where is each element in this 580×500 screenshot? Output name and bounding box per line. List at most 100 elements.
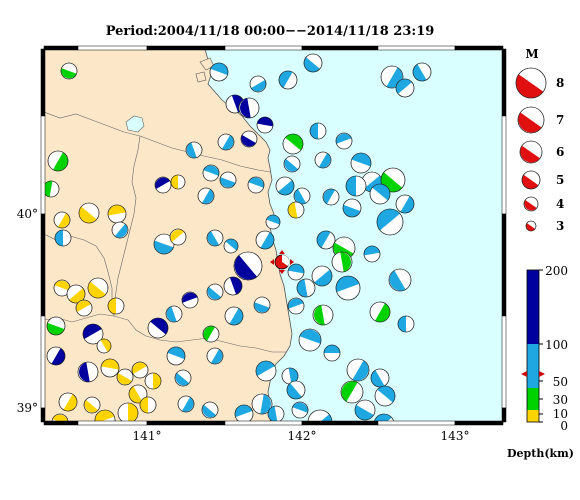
earthquake-mechanism	[395, 194, 415, 214]
earthquake-mechanism	[131, 361, 149, 379]
earthquake-mechanism	[265, 214, 281, 230]
earthquake-mechanism	[107, 297, 125, 315]
earthquake-mechanism	[293, 187, 311, 205]
earthquake-mechanism	[307, 409, 333, 422]
earthquake-mechanism	[46, 316, 66, 336]
earthquake-mechanism	[309, 122, 327, 140]
earthquake-mechanism	[83, 396, 101, 414]
depth-tick-0: 0	[560, 419, 568, 433]
event-layer	[44, 53, 432, 422]
earthquake-mechanism	[363, 245, 381, 263]
earthquake-mechanism	[166, 346, 186, 366]
lake-towada	[125, 115, 145, 133]
earthquake-mechanism	[53, 279, 71, 297]
earthquake-mechanism	[323, 344, 341, 362]
earthquake-mechanism	[281, 367, 299, 385]
earthquake-mechanism	[519, 140, 543, 164]
earthquake-mechanism	[116, 368, 134, 386]
earthquake-mechanism	[287, 263, 305, 281]
earthquake-mechanism	[283, 155, 301, 173]
earthquake-mechanism	[234, 404, 254, 422]
earthquake-mechanism	[111, 221, 129, 239]
earthquake-mechanism	[206, 283, 224, 301]
depth-tick-50: 50	[553, 375, 568, 389]
earthquake-mechanism	[117, 402, 139, 422]
earthquake-mechanism	[312, 304, 334, 326]
magnitude-legend-label: 7	[556, 113, 564, 127]
earthquake-mechanism	[181, 291, 199, 309]
earthquake-mechanism	[107, 204, 127, 224]
magnitude-legend-label: 3	[556, 219, 564, 233]
earthquake-mechanism	[340, 380, 364, 404]
earthquake-mechanism	[331, 251, 353, 273]
earthquake-mechanism	[201, 401, 219, 419]
earthquake-mechanism	[219, 171, 237, 189]
earthquake-mechanism	[369, 301, 391, 323]
earthquake-mechanism	[374, 385, 396, 407]
earthquake-mechanism	[51, 413, 69, 422]
earthquake-mechanism	[373, 413, 395, 422]
earthquake-mechanism	[233, 251, 263, 281]
earthquake-mechanism	[251, 393, 273, 415]
earthquake-mechanism	[287, 297, 305, 315]
latest-event-marker	[270, 250, 294, 274]
earthquake-mechanism	[202, 164, 220, 182]
earthquake-mechanism	[177, 395, 195, 413]
depth-tick-30: 30	[553, 393, 568, 407]
earthquake-mechanism	[94, 409, 116, 422]
depth-tick-100: 100	[545, 338, 568, 352]
earthquake-mechanism	[217, 133, 235, 151]
earthquake-mechanism	[44, 180, 60, 198]
earthquake-mechanism	[335, 275, 361, 301]
earthquake-mechanism	[256, 116, 274, 134]
earthquake-mechanism	[165, 305, 183, 323]
earthquake-mechanism	[206, 229, 224, 247]
earthquake-mechanism	[78, 202, 100, 224]
earthquake-mechanism	[209, 62, 229, 82]
frame-graticule	[40, 45, 507, 426]
earthquake-mechanism	[139, 396, 157, 414]
earthquake-mechanism	[525, 220, 537, 232]
earthquake-mechanism	[298, 328, 322, 352]
earthquake-mechanism	[316, 230, 336, 250]
earthquake-mechanism	[169, 228, 187, 246]
earthquake-mechanism	[224, 306, 244, 326]
earthquake-mechanism	[376, 208, 404, 236]
earthquake-mechanism	[147, 317, 169, 339]
earthquake-mechanism	[54, 229, 72, 247]
earthquake-mechanism	[82, 323, 104, 345]
earthquake-mechanism	[395, 78, 415, 98]
earthquake-mechanism	[240, 130, 258, 148]
earthquake-mechanism	[388, 268, 412, 292]
earthquake-mechanism	[287, 201, 305, 219]
earthquake-mechanism	[322, 188, 340, 206]
lon-label-143: 143°	[441, 429, 470, 443]
earthquake-mechanism	[521, 170, 541, 190]
earthquake-mechanism	[100, 358, 120, 378]
lat-label-40: 40°	[17, 207, 38, 221]
earthquake-mechanism	[202, 325, 220, 343]
earthquake-mechanism	[174, 369, 192, 387]
earthquake-mechanism	[197, 187, 215, 205]
depth-tick-200: 200	[545, 264, 568, 278]
earthquake-mechanism	[253, 296, 271, 314]
earthquake-mechanism	[223, 276, 243, 296]
earthquake-mechanism	[46, 346, 66, 366]
earthquake-mechanism	[515, 67, 547, 99]
earthquake-mechanism	[354, 399, 376, 421]
map-title: Period:2004/11/18 00:00−−2014/11/18 23:1…	[105, 24, 435, 39]
earthquake-mechanism	[255, 230, 275, 250]
earthquake-mechanism	[369, 183, 391, 205]
earthquake-mechanism	[53, 211, 71, 229]
earthquake-mechanism	[350, 152, 372, 174]
depth-scale-title: Depth(km)	[507, 447, 574, 460]
earthquake-mechanism	[77, 361, 99, 383]
earthquake-mechanism	[238, 97, 260, 119]
earthquake-mechanism	[267, 405, 285, 422]
earthquake-mechanism	[397, 315, 415, 333]
earthquake-mechanism	[346, 358, 370, 382]
lon-label-141: 141°	[133, 429, 162, 443]
earthquake-mechanism	[345, 175, 367, 197]
earthquake-mechanism	[342, 198, 362, 218]
